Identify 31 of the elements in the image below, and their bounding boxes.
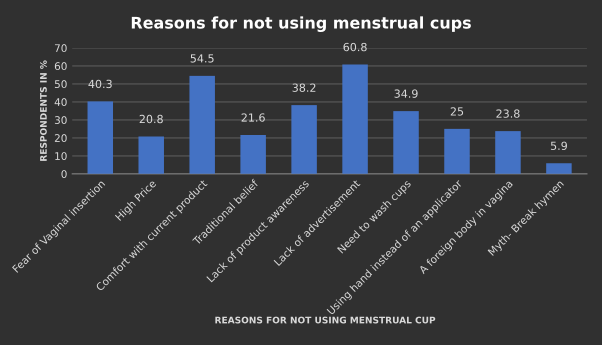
bar <box>189 76 215 174</box>
data-label: 60.8 <box>343 42 367 52</box>
y-tick-label: 20 <box>54 134 67 142</box>
data-label: 38.2 <box>292 83 316 92</box>
bar <box>342 64 368 174</box>
data-label: 40.3 <box>88 80 112 88</box>
bar <box>291 105 317 174</box>
bar <box>240 135 266 174</box>
y-tick-label: 50 <box>54 80 67 88</box>
y-tick-label: 30 <box>54 116 67 124</box>
bar <box>444 128 470 174</box>
y-tick-label: 40 <box>54 98 67 106</box>
x-axis-title: REASONS FOR NOT USING MENSTRUAL CUP <box>215 316 436 324</box>
bar <box>546 163 572 174</box>
data-label: 54.5 <box>190 54 214 63</box>
data-label: 34.9 <box>394 89 418 98</box>
y-tick-label: 10 <box>55 152 67 160</box>
data-label: 20.8 <box>140 114 163 124</box>
y-tick-label: 60 <box>54 62 67 70</box>
bar <box>393 111 419 174</box>
data-label: 21.6 <box>242 113 265 122</box>
data-label: 5.9 <box>550 142 567 150</box>
data-label: 25 <box>450 107 464 116</box>
bar <box>138 136 164 174</box>
bar <box>88 101 114 174</box>
data-label: 23.8 <box>496 109 520 118</box>
chart-title: Reasons for not using menstrual cups <box>132 16 471 32</box>
y-tick-label: 70 <box>54 44 67 52</box>
y-axis-title: RESPONDENTS IN % <box>40 60 47 161</box>
bar <box>495 131 521 174</box>
y-tick-label: 0 <box>61 170 67 178</box>
